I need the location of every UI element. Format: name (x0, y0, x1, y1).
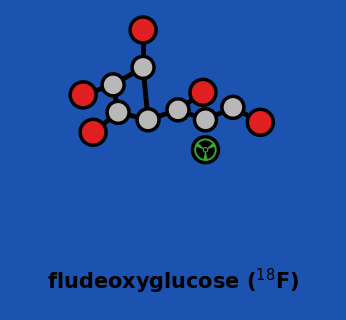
Circle shape (192, 137, 218, 163)
Circle shape (247, 109, 273, 135)
Wedge shape (199, 140, 212, 148)
Wedge shape (196, 147, 205, 159)
Circle shape (102, 74, 124, 96)
Circle shape (80, 119, 106, 145)
Circle shape (222, 96, 244, 118)
Circle shape (130, 17, 156, 43)
Circle shape (132, 56, 154, 78)
Circle shape (190, 79, 216, 105)
Circle shape (137, 109, 159, 131)
Text: fludeoxyglucose ($^{18}$F): fludeoxyglucose ($^{18}$F) (47, 267, 299, 296)
Circle shape (167, 99, 189, 121)
Circle shape (194, 109, 217, 131)
Circle shape (204, 148, 207, 151)
Wedge shape (206, 147, 215, 159)
Circle shape (107, 101, 129, 123)
Circle shape (70, 82, 96, 108)
